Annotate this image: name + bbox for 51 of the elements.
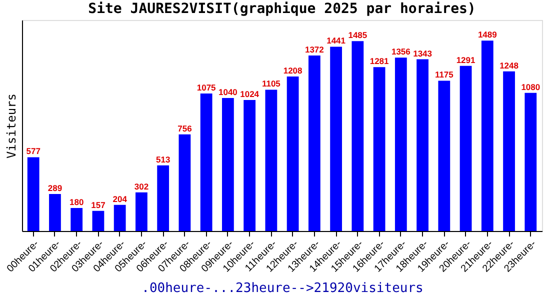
bar [265,90,278,231]
chart-title: Site JAURES2VISIT(graphique 2025 par horaires) [88,1,476,17]
data-label: 157 [91,200,106,210]
data-label: 513 [156,154,170,164]
data-label: 1175 [434,70,454,80]
data-label: 1040 [218,87,238,98]
x-axis-title: .00heure-...23heure-->21920visiteurs [142,280,424,296]
bar [92,210,104,231]
data-label: 1441 [326,36,346,46]
data-label: 1248 [500,60,519,70]
data-label: 1105 [262,78,281,89]
bar [524,92,537,231]
data-label: 1281 [370,56,390,66]
bar [178,134,191,231]
data-label: 289 [48,183,62,194]
data-label: 180 [70,196,84,207]
data-label: 204 [112,194,128,204]
data-label: 1080 [521,82,540,92]
bar [200,94,212,231]
data-label: 756 [178,123,192,134]
bar [481,40,494,231]
bar [49,194,61,231]
bar [286,76,299,231]
bar [416,59,428,231]
bar [244,100,256,231]
bar [373,67,386,231]
data-label: 1489 [478,30,498,40]
bar [330,46,342,231]
data-label: 1356 [391,46,411,57]
data-label: 577 [26,146,41,156]
bar [114,204,126,231]
data-label: 1343 [413,48,432,58]
bar [394,58,407,231]
bar [27,157,40,231]
data-label: 1208 [283,66,303,76]
bar [157,165,170,231]
data-label: 1372 [304,44,324,55]
bar [460,66,472,231]
bar [438,80,450,231]
bar [70,208,83,231]
y-axis-title: Visiteurs [4,93,18,159]
bar [308,56,320,231]
bar [222,98,234,231]
data-label: 1024 [240,89,260,100]
data-label: 302 [134,181,149,192]
bar [352,41,364,231]
data-label: 1291 [456,54,476,65]
data-label: 1075 [196,82,216,93]
data-label: 1485 [348,30,368,40]
bar [136,192,148,231]
bar [503,71,515,231]
